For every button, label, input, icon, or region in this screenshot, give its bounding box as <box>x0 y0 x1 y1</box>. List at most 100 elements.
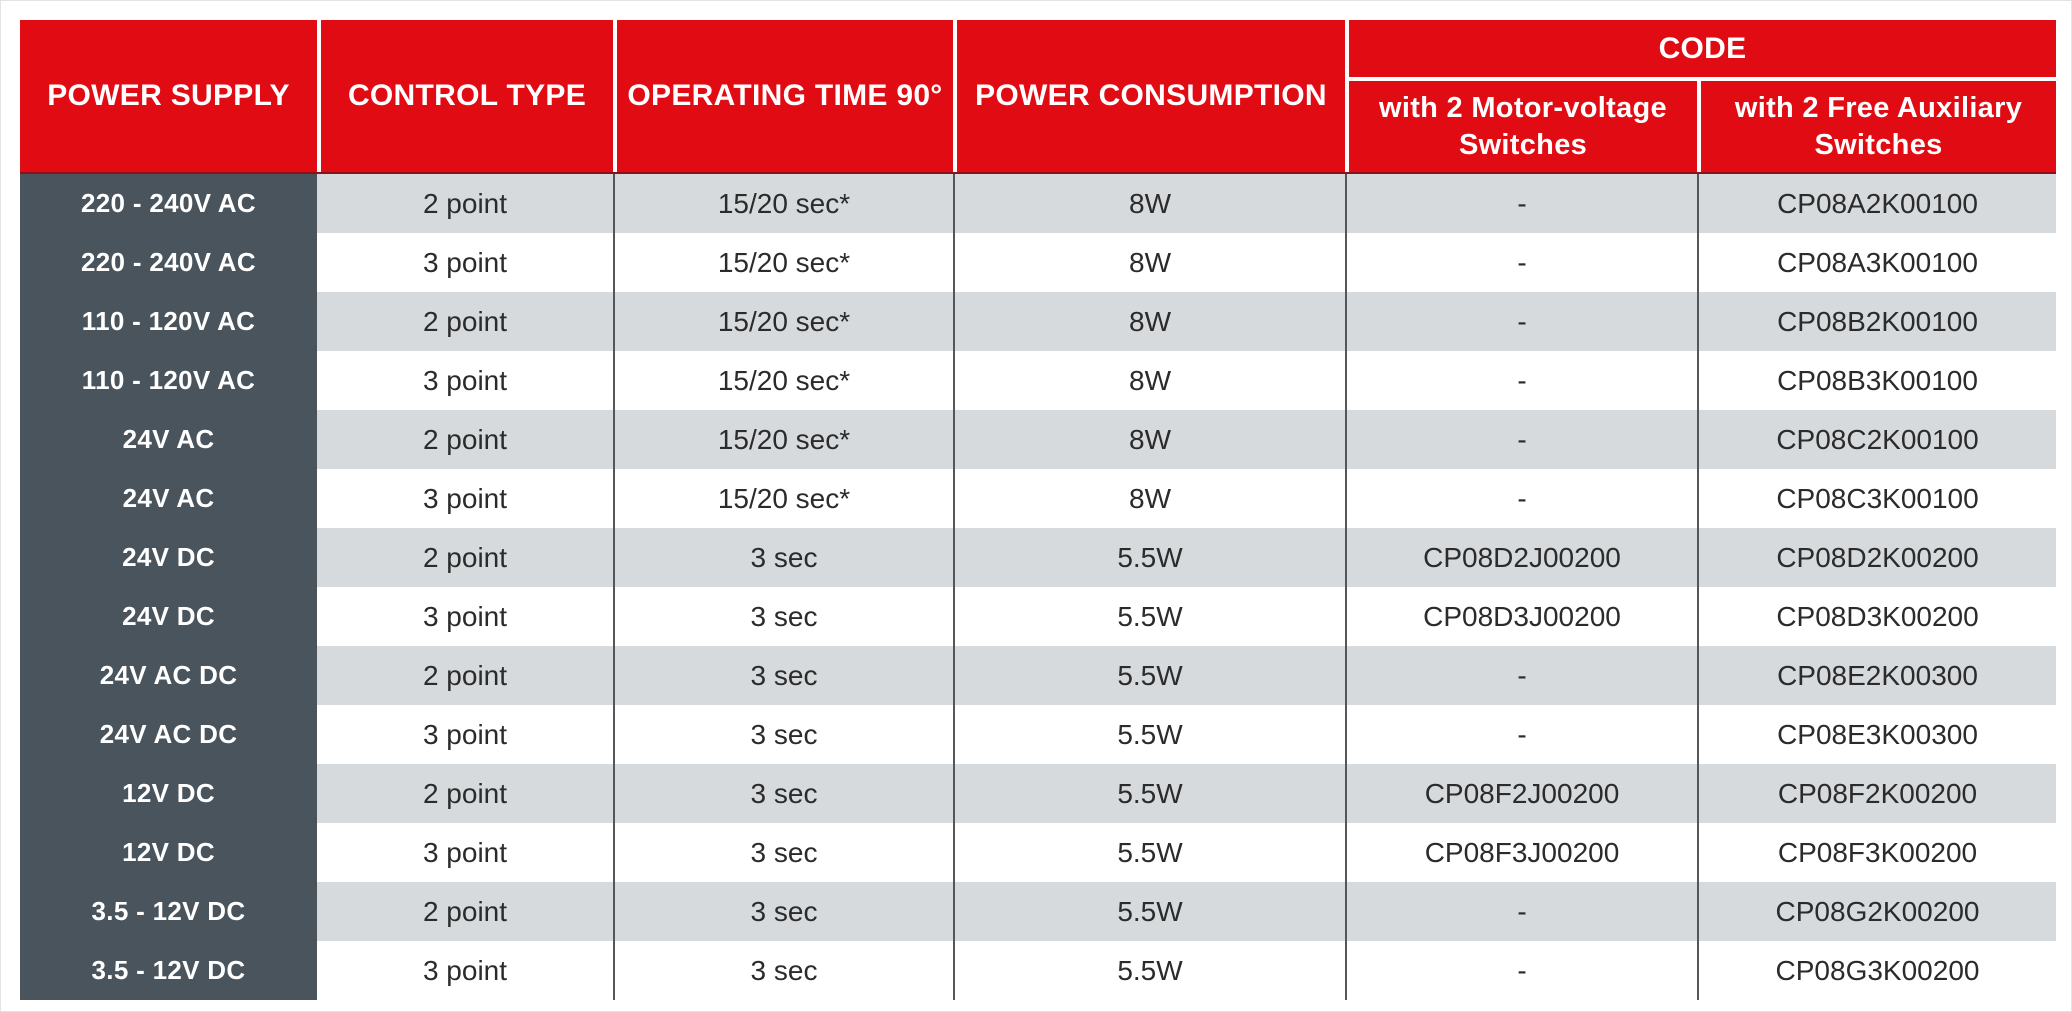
operating-time-cell: 3 sec <box>613 941 953 1000</box>
code-free-auxiliary-cell: CP08F2K00200 <box>1697 764 2056 823</box>
code-free-auxiliary-cell: CP08B3K00100 <box>1697 351 2056 410</box>
control-type-cell: 3 point <box>317 587 613 646</box>
table-row: 110 - 120V AC 2 point 15/20 sec* 8W - CP… <box>20 292 2056 351</box>
table-row: 24V DC 2 point 3 sec 5.5W CP08D2J00200 C… <box>20 528 2056 587</box>
code-motor-voltage-cell: - <box>1345 646 1697 705</box>
power-consumption-cell: 8W <box>953 469 1345 528</box>
power-supply-cell: 220 - 240V AC <box>20 174 317 233</box>
operating-time-cell: 3 sec <box>613 823 953 882</box>
power-supply-cell: 24V AC <box>20 410 317 469</box>
table-body: 220 - 240V AC 2 point 15/20 sec* 8W - CP… <box>20 172 2056 1000</box>
table-row: 24V AC DC 3 point 3 sec 5.5W - CP08E3K00… <box>20 705 2056 764</box>
power-consumption-cell: 8W <box>953 292 1345 351</box>
power-consumption-cell: 8W <box>953 410 1345 469</box>
control-type-cell: 3 point <box>317 351 613 410</box>
code-free-auxiliary-cell: CP08C3K00100 <box>1697 469 2056 528</box>
header-power-consumption: POWER CONSUMPTION <box>957 20 1345 172</box>
header-code-group: CODE <box>1349 20 2056 77</box>
power-supply-cell: 24V AC DC <box>20 646 317 705</box>
table-row: 24V DC 3 point 3 sec 5.5W CP08D3J00200 C… <box>20 587 2056 646</box>
header-power-supply: POWER SUPPLY <box>20 20 317 172</box>
power-consumption-cell: 8W <box>953 233 1345 292</box>
code-motor-voltage-cell: - <box>1345 469 1697 528</box>
table-row: 24V AC 2 point 15/20 sec* 8W - CP08C2K00… <box>20 410 2056 469</box>
code-free-auxiliary-cell: CP08A3K00100 <box>1697 233 2056 292</box>
table-row: 220 - 240V AC 3 point 15/20 sec* 8W - CP… <box>20 233 2056 292</box>
code-free-auxiliary-cell: CP08E2K00300 <box>1697 646 2056 705</box>
code-motor-voltage-cell: - <box>1345 705 1697 764</box>
power-consumption-cell: 5.5W <box>953 764 1345 823</box>
control-type-cell: 2 point <box>317 528 613 587</box>
control-type-cell: 3 point <box>317 469 613 528</box>
operating-time-cell: 3 sec <box>613 646 953 705</box>
operating-time-cell: 3 sec <box>613 764 953 823</box>
code-free-auxiliary-cell: CP08D2K00200 <box>1697 528 2056 587</box>
power-consumption-cell: 5.5W <box>953 587 1345 646</box>
power-supply-cell: 220 - 240V AC <box>20 233 317 292</box>
power-consumption-cell: 5.5W <box>953 705 1345 764</box>
code-free-auxiliary-cell: CP08G2K00200 <box>1697 882 2056 941</box>
operating-time-cell: 15/20 sec* <box>613 233 953 292</box>
table-row: 24V AC 3 point 15/20 sec* 8W - CP08C3K00… <box>20 469 2056 528</box>
control-type-cell: 3 point <box>317 823 613 882</box>
control-type-cell: 2 point <box>317 764 613 823</box>
code-free-auxiliary-cell: CP08E3K00300 <box>1697 705 2056 764</box>
code-free-auxiliary-cell: CP08D3K00200 <box>1697 587 2056 646</box>
operating-time-cell: 3 sec <box>613 587 953 646</box>
operating-time-cell: 15/20 sec* <box>613 292 953 351</box>
table-row: 3.5 - 12V DC 3 point 3 sec 5.5W - CP08G3… <box>20 941 2056 1000</box>
power-supply-cell: 12V DC <box>20 764 317 823</box>
power-consumption-cell: 8W <box>953 174 1345 233</box>
code-motor-voltage-cell: CP08F3J00200 <box>1345 823 1697 882</box>
control-type-cell: 2 point <box>317 410 613 469</box>
code-motor-voltage-cell: - <box>1345 233 1697 292</box>
power-supply-cell: 110 - 120V AC <box>20 351 317 410</box>
code-free-auxiliary-cell: CP08A2K00100 <box>1697 174 2056 233</box>
code-motor-voltage-cell: - <box>1345 351 1697 410</box>
code-free-auxiliary-cell: CP08B2K00100 <box>1697 292 2056 351</box>
code-motor-voltage-cell: CP08F2J00200 <box>1345 764 1697 823</box>
operating-time-cell: 3 sec <box>613 882 953 941</box>
power-supply-cell: 24V DC <box>20 528 317 587</box>
operating-time-cell: 15/20 sec* <box>613 469 953 528</box>
code-free-auxiliary-cell: CP08G3K00200 <box>1697 941 2056 1000</box>
header-control-type: CONTROL TYPE <box>321 20 613 172</box>
header-code-free-auxiliary: with 2 Free Auxiliary Switches <box>1701 81 2056 172</box>
control-type-cell: 3 point <box>317 705 613 764</box>
power-consumption-cell: 5.5W <box>953 823 1345 882</box>
table-row: 24V AC DC 2 point 3 sec 5.5W - CP08E2K00… <box>20 646 2056 705</box>
table-row: 220 - 240V AC 2 point 15/20 sec* 8W - CP… <box>20 174 2056 233</box>
code-motor-voltage-cell: - <box>1345 410 1697 469</box>
code-motor-voltage-cell: CP08D2J00200 <box>1345 528 1697 587</box>
table-row: 110 - 120V AC 3 point 15/20 sec* 8W - CP… <box>20 351 2056 410</box>
power-consumption-cell: 8W <box>953 351 1345 410</box>
power-supply-cell: 3.5 - 12V DC <box>20 882 317 941</box>
code-free-auxiliary-cell: CP08C2K00100 <box>1697 410 2056 469</box>
control-type-cell: 3 point <box>317 233 613 292</box>
control-type-cell: 2 point <box>317 646 613 705</box>
table-row: 12V DC 2 point 3 sec 5.5W CP08F2J00200 C… <box>20 764 2056 823</box>
operating-time-cell: 15/20 sec* <box>613 351 953 410</box>
code-motor-voltage-cell: - <box>1345 174 1697 233</box>
operating-time-cell: 3 sec <box>613 705 953 764</box>
code-free-auxiliary-cell: CP08F3K00200 <box>1697 823 2056 882</box>
control-type-cell: 2 point <box>317 882 613 941</box>
power-supply-cell: 24V AC DC <box>20 705 317 764</box>
power-supply-cell: 24V AC <box>20 469 317 528</box>
power-supply-cell: 24V DC <box>20 587 317 646</box>
operating-time-cell: 15/20 sec* <box>613 174 953 233</box>
power-consumption-cell: 5.5W <box>953 646 1345 705</box>
table-header: POWER SUPPLY CONTROL TYPE OPERATING TIME… <box>20 20 2056 172</box>
power-supply-cell: 12V DC <box>20 823 317 882</box>
power-consumption-cell: 5.5W <box>953 528 1345 587</box>
power-supply-cell: 3.5 - 12V DC <box>20 941 317 1000</box>
code-motor-voltage-cell: - <box>1345 941 1697 1000</box>
product-spec-table: POWER SUPPLY CONTROL TYPE OPERATING TIME… <box>20 20 2056 1000</box>
header-operating-time: OPERATING TIME 90° <box>617 20 953 172</box>
power-consumption-cell: 5.5W <box>953 882 1345 941</box>
operating-time-cell: 3 sec <box>613 528 953 587</box>
power-supply-cell: 110 - 120V AC <box>20 292 317 351</box>
code-motor-voltage-cell: - <box>1345 292 1697 351</box>
control-type-cell: 2 point <box>317 174 613 233</box>
